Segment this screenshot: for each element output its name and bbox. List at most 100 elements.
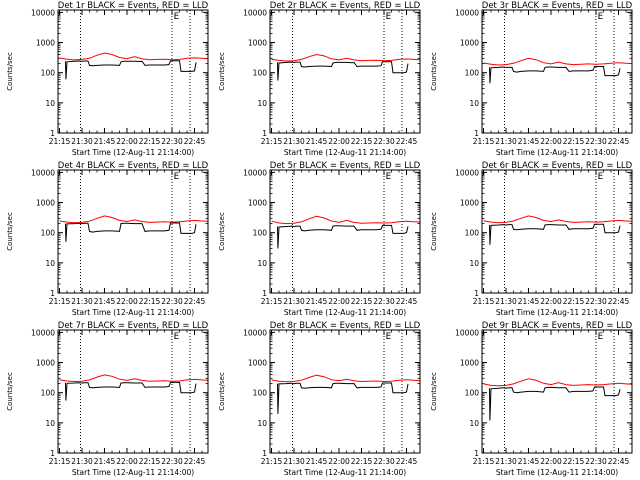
y-axis-label: Counts/sec xyxy=(6,212,14,251)
e-marker: E xyxy=(174,332,180,342)
lld-series-line xyxy=(271,374,421,383)
x-tick-label: 22:30 xyxy=(161,137,183,146)
x-tick-label: 22:45 xyxy=(396,297,418,306)
y-tick-label: 10000 xyxy=(243,168,267,177)
panel-title: Det 9r BLACK = Events, RED = LLD xyxy=(482,321,633,331)
y-tick-label: 1 xyxy=(474,449,479,458)
x-tick-label: 22:45 xyxy=(608,457,630,466)
x-tick-label: 21:15 xyxy=(261,457,283,466)
y-tick-label: 10 xyxy=(469,419,479,428)
y-tick-label: 1 xyxy=(50,289,55,298)
y-tick-label: 10 xyxy=(257,99,267,108)
x-tick-label: 21:45 xyxy=(518,137,540,146)
panel-det-6: Det 6r BLACK = Events, RED = LLD Counts/s… xyxy=(430,161,633,317)
y-axis-label: Counts/sec xyxy=(430,372,438,411)
events-series-line xyxy=(65,60,197,80)
x-tick-label: 21:45 xyxy=(94,457,116,466)
lld-series-line xyxy=(59,52,209,61)
y-tick-label: 100 xyxy=(465,389,480,398)
e-marker: E xyxy=(386,12,392,22)
panel-title: Det 4r BLACK = Events, RED = LLD xyxy=(58,161,209,171)
x-tick-label: 22:30 xyxy=(161,457,183,466)
y-tick-label: 1 xyxy=(262,129,267,138)
events-series-line xyxy=(277,224,409,249)
x-tick-label: 22:00 xyxy=(540,457,562,466)
e-marker: E xyxy=(174,12,180,22)
lld-series-line xyxy=(483,215,633,224)
x-axis-label: Start Time (12-Aug-11 21:14:00) xyxy=(284,468,406,477)
e-marker: E xyxy=(386,332,392,342)
x-tick-label: 21:15 xyxy=(473,457,495,466)
x-tick-label: 22:45 xyxy=(184,137,206,146)
plot-frame xyxy=(57,329,209,454)
x-tick-label: 21:45 xyxy=(306,297,328,306)
y-axis-label: Counts/sec xyxy=(6,372,14,411)
x-tick-label: 22:15 xyxy=(139,137,161,146)
x-tick-label: 22:00 xyxy=(328,297,350,306)
panel-det-8: Det 8r BLACK = Events, RED = LLD Counts/s… xyxy=(218,321,421,477)
y-tick-label: 1 xyxy=(474,289,479,298)
x-axis-label: Start Time (12-Aug-11 21:14:00) xyxy=(496,148,618,157)
y-tick-label: 10 xyxy=(257,419,267,428)
events-series-line xyxy=(489,66,621,84)
events-series-line xyxy=(65,222,197,242)
x-tick-label: 21:30 xyxy=(283,137,305,146)
x-axis-label: Start Time (12-Aug-11 21:14:00) xyxy=(72,468,194,477)
panel-title: Det 6r BLACK = Events, RED = LLD xyxy=(482,161,633,171)
x-tick-label: 22:00 xyxy=(116,137,138,146)
x-tick-label: 21:30 xyxy=(495,457,517,466)
plot-frame xyxy=(269,9,421,134)
panel-det-9: Det 9r BLACK = Events, RED = LLD Counts/s… xyxy=(430,321,633,477)
x-tick-label: 22:15 xyxy=(139,457,161,466)
x-tick-label: 21:15 xyxy=(473,297,495,306)
y-tick-label: 1000 xyxy=(248,39,267,48)
y-tick-label: 10000 xyxy=(455,328,479,337)
x-tick-label: 22:45 xyxy=(608,137,630,146)
x-tick-label: 21:45 xyxy=(94,297,116,306)
panel-title: Det 7r BLACK = Events, RED = LLD xyxy=(58,321,209,331)
y-axis-label: Counts/sec xyxy=(430,52,438,91)
y-tick-label: 10000 xyxy=(455,168,479,177)
y-tick-label: 1000 xyxy=(460,199,479,208)
x-tick-label: 21:15 xyxy=(473,137,495,146)
y-tick-label: 100 xyxy=(253,229,268,238)
x-axis-label: Start Time (12-Aug-11 21:14:00) xyxy=(284,308,406,317)
panel-det-7: Det 7r BLACK = Events, RED = LLD Counts/s… xyxy=(6,321,209,477)
e-marker: E xyxy=(174,172,180,182)
y-tick-label: 10 xyxy=(45,99,55,108)
y-tick-label: 10 xyxy=(469,99,479,108)
x-tick-label: 22:15 xyxy=(139,297,161,306)
y-tick-label: 1 xyxy=(262,449,267,458)
y-tick-label: 1 xyxy=(474,129,479,138)
panel-title: Det 3r BLACK = Events, RED = LLD xyxy=(482,1,633,11)
x-tick-label: 22:00 xyxy=(540,297,562,306)
panel-det-2: Det 2r BLACK = Events, RED = LLD Counts/s… xyxy=(218,1,421,157)
y-tick-label: 10000 xyxy=(243,8,267,17)
lld-series-line xyxy=(483,57,633,66)
x-tick-label: 22:45 xyxy=(396,137,418,146)
y-tick-label: 10000 xyxy=(31,328,55,337)
plot-frame xyxy=(481,329,633,454)
x-tick-label: 21:30 xyxy=(283,297,305,306)
x-axis-label: Start Time (12-Aug-11 21:14:00) xyxy=(496,468,618,477)
x-tick-label: 22:15 xyxy=(351,137,373,146)
x-tick-label: 22:15 xyxy=(563,297,585,306)
x-tick-label: 21:45 xyxy=(306,457,328,466)
x-tick-label: 22:45 xyxy=(608,297,630,306)
y-tick-label: 10 xyxy=(45,419,55,428)
y-tick-label: 100 xyxy=(41,229,56,238)
x-tick-label: 22:00 xyxy=(116,297,138,306)
events-series-line xyxy=(65,381,197,401)
x-axis-label: Start Time (12-Aug-11 21:14:00) xyxy=(72,148,194,157)
x-tick-label: 22:15 xyxy=(563,137,585,146)
lld-series-line xyxy=(59,215,209,224)
x-tick-label: 22:45 xyxy=(396,457,418,466)
y-tick-label: 100 xyxy=(253,389,268,398)
x-tick-label: 21:30 xyxy=(495,137,517,146)
x-tick-label: 21:45 xyxy=(306,137,328,146)
x-tick-label: 21:30 xyxy=(71,457,93,466)
events-series-line xyxy=(489,386,621,421)
y-tick-label: 100 xyxy=(465,69,480,78)
y-tick-label: 100 xyxy=(41,69,56,78)
